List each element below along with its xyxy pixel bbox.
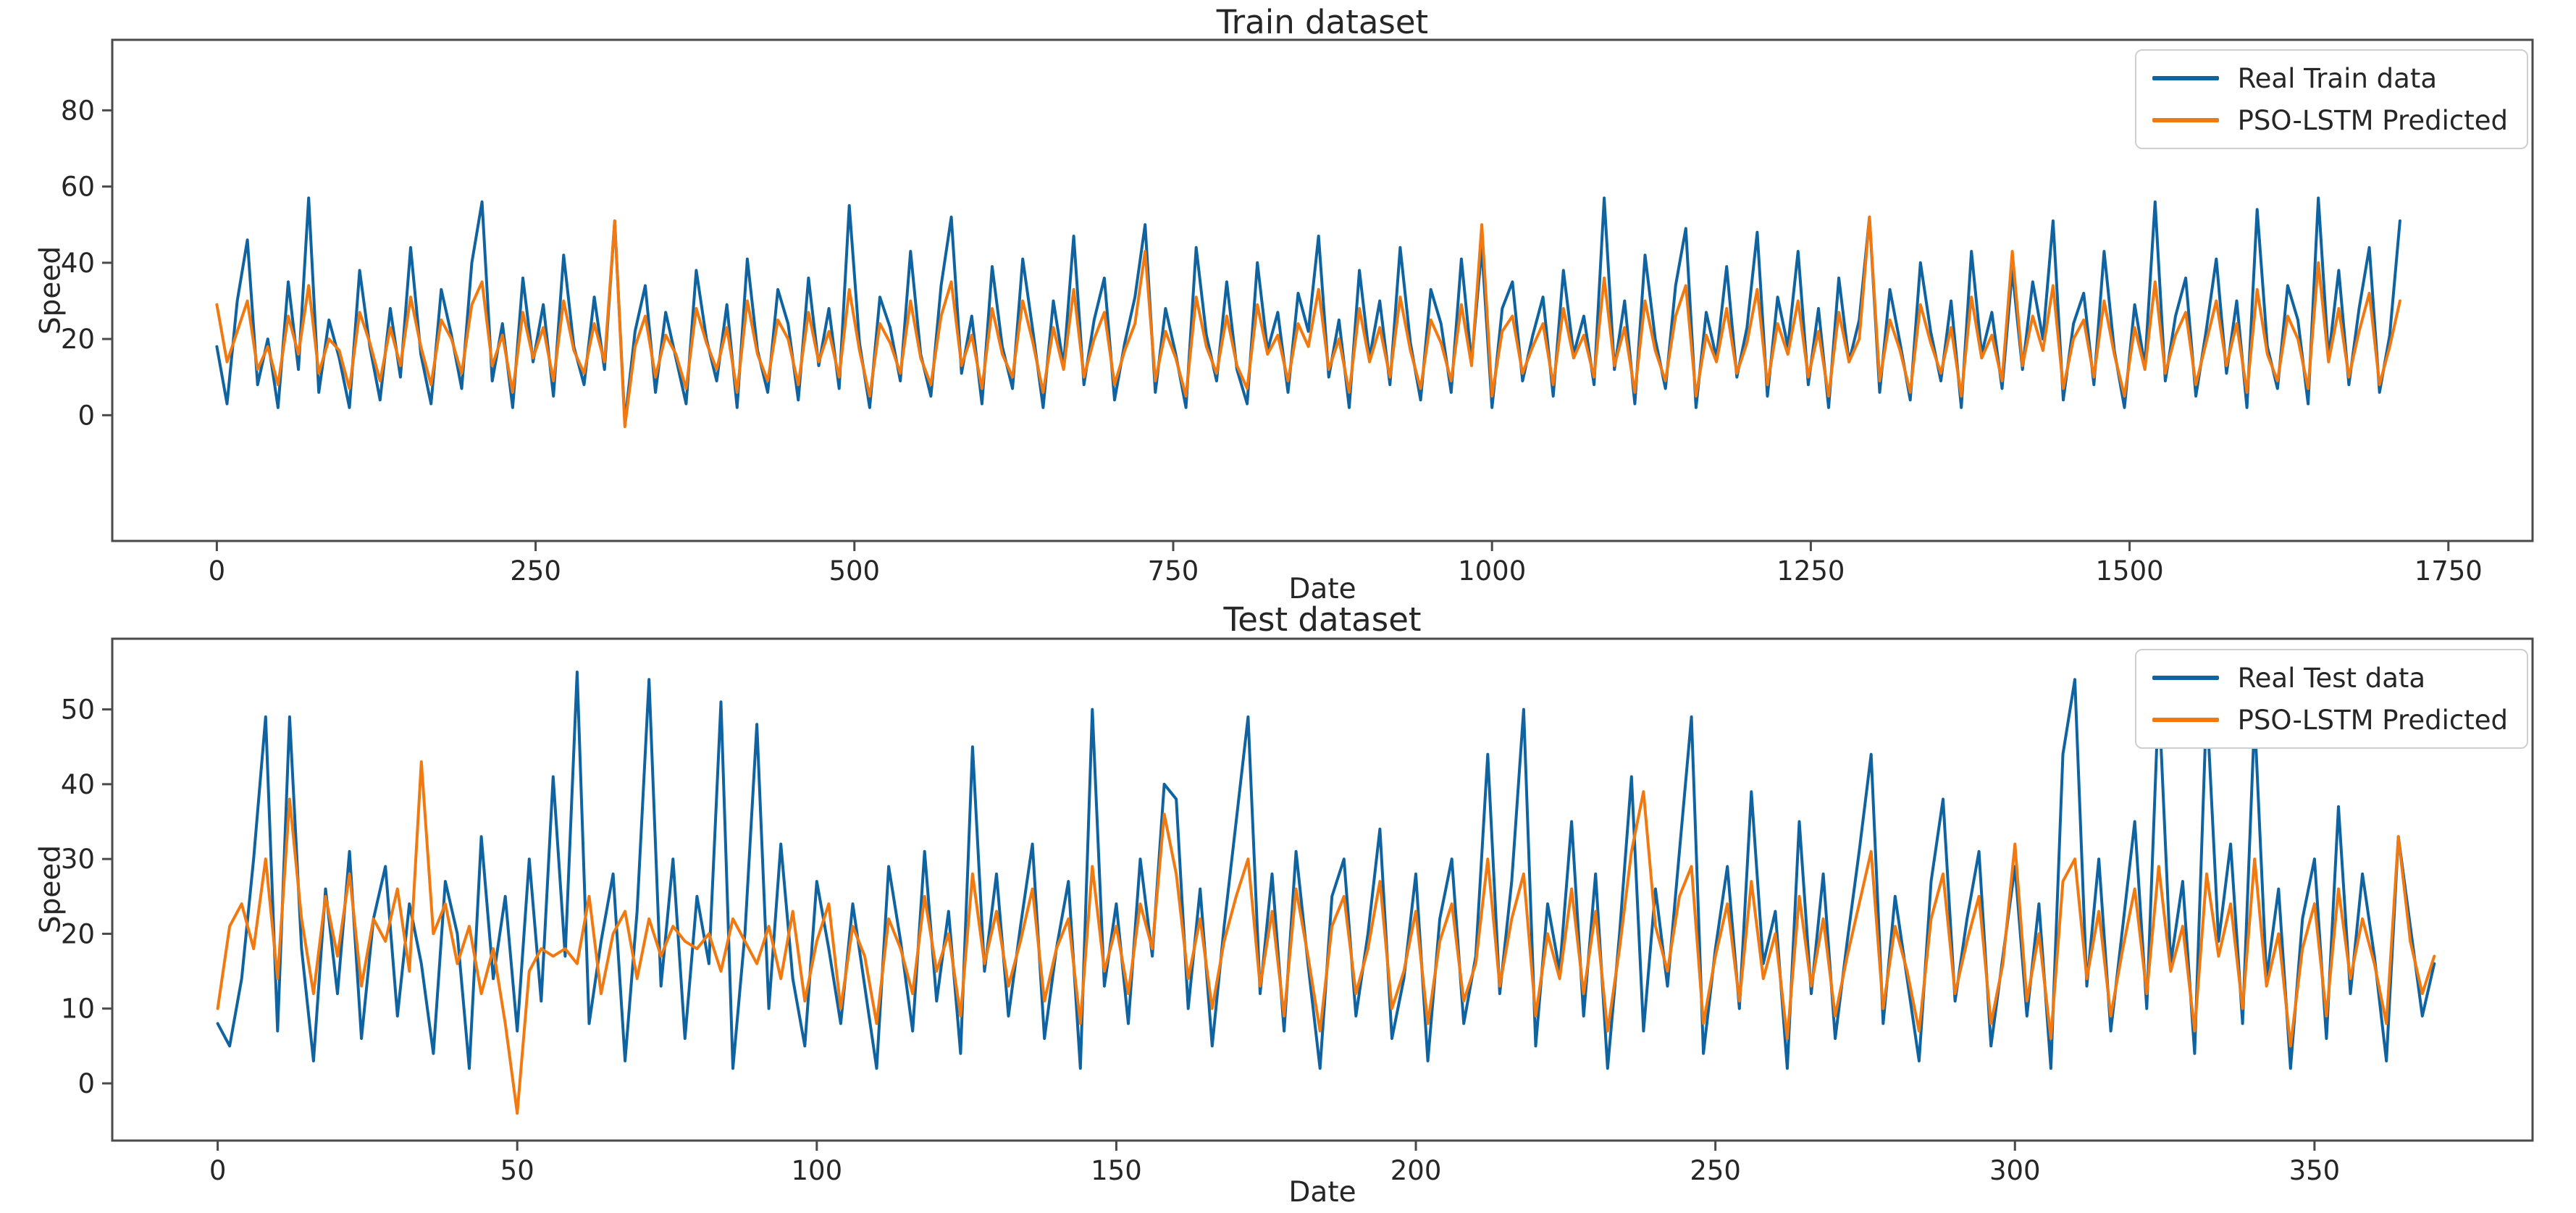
- x-tick-label: 1750: [2415, 555, 2483, 587]
- test-series-line-real: [216, 671, 2436, 1070]
- x-tick-label: 300: [1989, 1155, 2041, 1186]
- x-tick-label: 200: [1390, 1155, 1442, 1186]
- y-tick-label: 60: [61, 172, 95, 203]
- x-tick-label: 100: [792, 1155, 843, 1186]
- test-x-axis-label: Date: [1288, 1176, 1356, 1209]
- y-tick-label: 40: [61, 769, 95, 800]
- y-tick-label: 20: [61, 918, 95, 949]
- legend-entry-predicted-test: PSO-LSTM Predicted: [2152, 702, 2508, 737]
- y-tick-label: 20: [61, 324, 95, 355]
- y-tick-label: 10: [61, 994, 95, 1025]
- y-tick-label: 80: [61, 95, 95, 126]
- test-axes-frame: [111, 637, 2534, 1142]
- x-tick-label: 0: [209, 1155, 227, 1186]
- x-tick-label: 150: [1091, 1155, 1142, 1186]
- x-tick-label: 0: [209, 555, 226, 587]
- legend-label: PSO-LSTM Predicted: [2237, 704, 2508, 736]
- legend-label: Real Train data: [2237, 62, 2438, 94]
- train-legend: Real Train data PSO-LSTM Predicted: [2134, 49, 2528, 149]
- x-tick-label: 50: [500, 1155, 534, 1186]
- x-tick-label: 1000: [1458, 555, 1526, 587]
- real-test-line-swatch: [2152, 676, 2219, 680]
- real-train-line-swatch: [2152, 76, 2219, 80]
- y-tick-label: 0: [77, 400, 95, 431]
- y-tick-label: 0: [77, 1068, 95, 1099]
- x-tick-label: 1250: [1776, 555, 1845, 587]
- y-tick-label: 50: [61, 694, 95, 726]
- test-series-line-predicted: [216, 760, 2436, 1115]
- train-chart-title: Train dataset: [1216, 3, 1429, 41]
- train-axes-frame: [111, 38, 2534, 542]
- legend-label: Real Test data: [2237, 662, 2426, 694]
- predicted-train-line-swatch: [2152, 118, 2219, 122]
- y-tick-label: 30: [61, 844, 95, 875]
- train-x-axis-label: Date: [1288, 573, 1356, 605]
- x-tick-label: 250: [510, 555, 561, 587]
- y-tick-label: 40: [61, 248, 95, 279]
- x-tick-label: 250: [1690, 1155, 1741, 1186]
- legend-label: PSO-LSTM Predicted: [2237, 104, 2508, 136]
- test-y-axis-label: Speed: [34, 844, 67, 934]
- x-tick-label: 350: [2289, 1155, 2341, 1186]
- predicted-test-line-swatch: [2152, 718, 2219, 722]
- test-legend: Real Test data PSO-LSTM Predicted: [2134, 649, 2528, 749]
- x-tick-label: 500: [828, 555, 880, 587]
- train-series-line-predicted: [215, 215, 2401, 429]
- legend-entry-real-test: Real Test data: [2152, 660, 2508, 695]
- test-chart-title: Test dataset: [1223, 600, 1422, 639]
- train-series-line-real: [215, 196, 2401, 424]
- x-tick-label: 750: [1148, 555, 1199, 587]
- legend-entry-real-train: Real Train data: [2152, 61, 2508, 96]
- x-tick-label: 1500: [2096, 555, 2164, 587]
- train-y-axis-label: Speed: [34, 245, 67, 335]
- legend-entry-predicted-train: PSO-LSTM Predicted: [2152, 103, 2508, 138]
